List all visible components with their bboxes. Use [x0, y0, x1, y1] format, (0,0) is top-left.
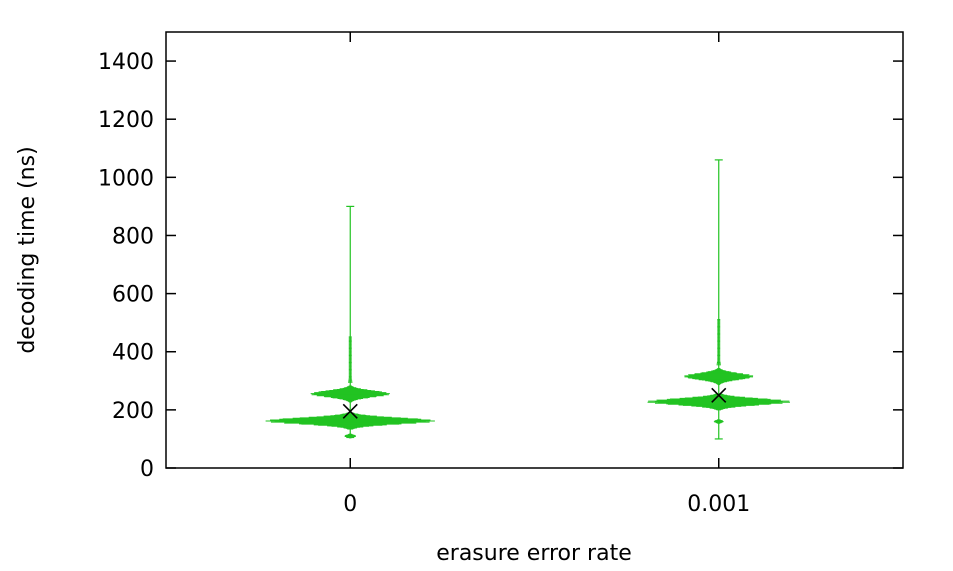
mean-marker — [342, 403, 358, 419]
mean-marker — [711, 387, 727, 403]
y-tick-label: 1000 — [98, 166, 154, 191]
x-tick-label: 0 — [343, 492, 357, 517]
x-axis: 0 0.001 — [343, 32, 750, 517]
x-axis-label: erasure error rate — [436, 541, 632, 566]
x-tick-label: 0.001 — [687, 492, 750, 517]
plot-area — [265, 159, 790, 440]
y-tick-label: 200 — [112, 399, 154, 424]
y-tick-label: 600 — [112, 283, 154, 308]
y-tick-label: 800 — [112, 224, 154, 249]
violin-group — [265, 205, 435, 439]
y-axis: 0 200 400 600 800 1000 1200 1400 — [98, 50, 903, 482]
y-tick-label: 0 — [140, 457, 154, 482]
y-tick-label: 1200 — [98, 108, 154, 133]
y-axis-label: decoding time (ns) — [15, 146, 40, 353]
violin-group — [647, 159, 790, 440]
plot-frame — [165, 31, 904, 469]
y-tick-label: 1400 — [98, 50, 154, 75]
y-tick-label: 400 — [112, 341, 154, 366]
